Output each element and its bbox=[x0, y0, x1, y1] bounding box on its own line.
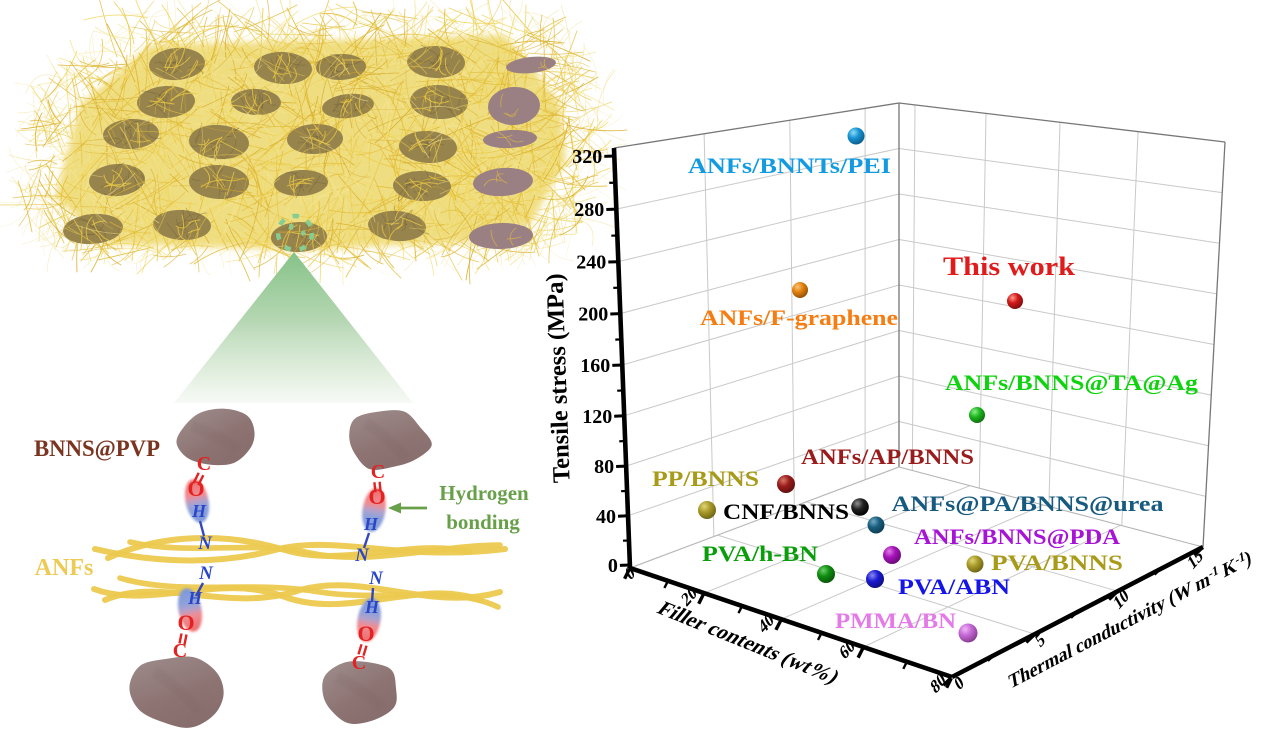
svg-text:ANFs@PA/BNNS@urea: ANFs@PA/BNNS@urea bbox=[892, 491, 1164, 516]
svg-text:40: 40 bbox=[596, 506, 616, 528]
svg-text:240: 240 bbox=[576, 252, 606, 274]
svg-text:N: N bbox=[368, 568, 384, 589]
svg-text:N: N bbox=[198, 563, 214, 584]
svg-text:O: O bbox=[368, 484, 385, 509]
svg-text:O: O bbox=[187, 476, 204, 501]
svg-text:ANFs: ANFs bbox=[35, 555, 94, 581]
svg-text:H: H bbox=[364, 597, 380, 617]
svg-text:H: H bbox=[187, 588, 203, 608]
svg-text:C: C bbox=[173, 640, 187, 662]
svg-text:160: 160 bbox=[580, 355, 610, 377]
svg-text:Tensile stress (MPa): Tensile stress (MPa) bbox=[541, 273, 575, 483]
svg-text:This work: This work bbox=[943, 252, 1076, 281]
svg-text:120: 120 bbox=[582, 406, 612, 428]
svg-text:PVA/ABN: PVA/ABN bbox=[898, 574, 1010, 599]
svg-text:H: H bbox=[191, 501, 207, 521]
svg-text:H: H bbox=[363, 514, 379, 534]
svg-text:ANFs/BNNS@TA@Ag: ANFs/BNNS@TA@Ag bbox=[945, 370, 1198, 395]
svg-text:ANFs/F-graphene: ANFs/F-graphene bbox=[700, 305, 898, 330]
svg-text:N: N bbox=[197, 533, 213, 554]
svg-text:PP/BNNS: PP/BNNS bbox=[652, 466, 759, 491]
svg-text:80: 80 bbox=[594, 456, 614, 478]
svg-text:PVA/h-BN: PVA/h-BN bbox=[702, 541, 818, 566]
svg-text:BNNS@PVP: BNNS@PVP bbox=[34, 436, 160, 462]
svg-text:bonding: bonding bbox=[446, 510, 520, 534]
svg-text:Hydrogen: Hydrogen bbox=[439, 481, 529, 505]
svg-text:ANFs/BNNS@PDA: ANFs/BNNS@PDA bbox=[914, 524, 1120, 549]
svg-text:N: N bbox=[354, 545, 370, 566]
svg-text:PVA/BNNS: PVA/BNNS bbox=[991, 550, 1123, 575]
svg-text:Filler contents (wt%): Filler contents (wt%) bbox=[652, 597, 845, 687]
svg-text:CNF/BNNS: CNF/BNNS bbox=[723, 499, 849, 524]
svg-text:0: 0 bbox=[608, 555, 618, 577]
svg-text:C: C bbox=[197, 453, 211, 475]
svg-text:ANFs/BNNTs/PEI: ANFs/BNNTs/PEI bbox=[688, 153, 891, 178]
svg-text:ANFs/AP/BNNS: ANFs/AP/BNNS bbox=[801, 444, 974, 469]
svg-text:200: 200 bbox=[578, 304, 608, 326]
svg-text:C: C bbox=[371, 461, 385, 483]
svg-text:PMMA/BN: PMMA/BN bbox=[835, 608, 956, 633]
svg-text:280: 280 bbox=[574, 199, 604, 221]
svg-text:320: 320 bbox=[572, 146, 602, 168]
svg-text:O: O bbox=[357, 621, 374, 646]
svg-text:C: C bbox=[352, 652, 366, 674]
svg-text:O: O bbox=[177, 610, 194, 635]
